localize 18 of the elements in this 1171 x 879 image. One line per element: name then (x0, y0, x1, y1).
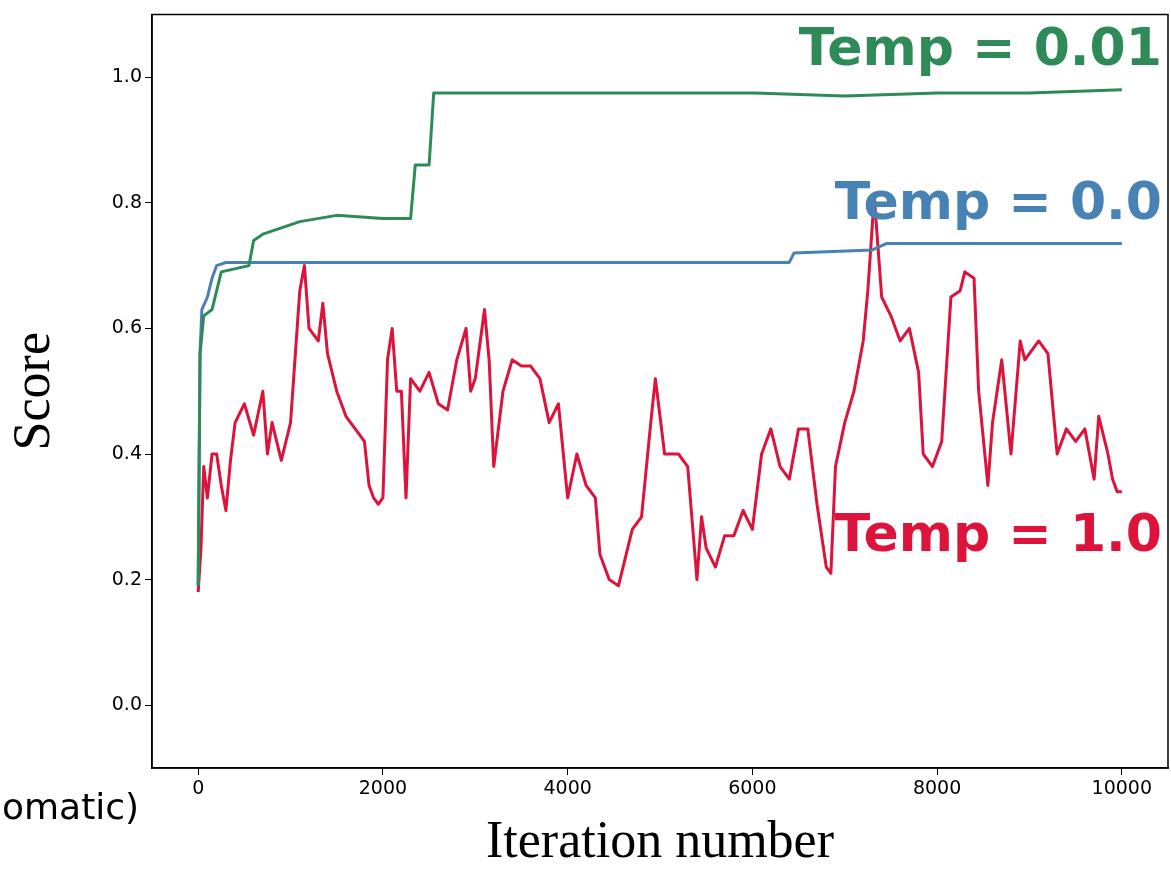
series-label: Temp = 1.0 (834, 503, 1162, 564)
x-tick-label: 2000 (358, 776, 408, 799)
y-tick-label: 0.0 (111, 692, 142, 715)
y-axis-title: Score (2, 332, 60, 451)
x-tick-label: 6000 (728, 776, 777, 799)
text: omatic) (2, 786, 140, 828)
x-tick-label: 10000 (1091, 776, 1153, 799)
series-label: Temp = 0.01 (798, 17, 1162, 78)
y-tick-label: 0.2 (111, 566, 142, 589)
y-tick-label: 1.0 (111, 64, 142, 87)
x-tick-label: 4000 (543, 776, 592, 799)
y-tick-label: 0.6 (111, 315, 142, 338)
x-axis-title: Iteration number (486, 811, 834, 869)
series-label: Temp = 0.0 (834, 171, 1162, 232)
x-tick-label: 8000 (912, 776, 962, 799)
x-tick-label: 0 (192, 776, 205, 799)
y-tick-label: 0.4 (111, 440, 142, 463)
y-tick-label: 0.8 (111, 189, 142, 212)
